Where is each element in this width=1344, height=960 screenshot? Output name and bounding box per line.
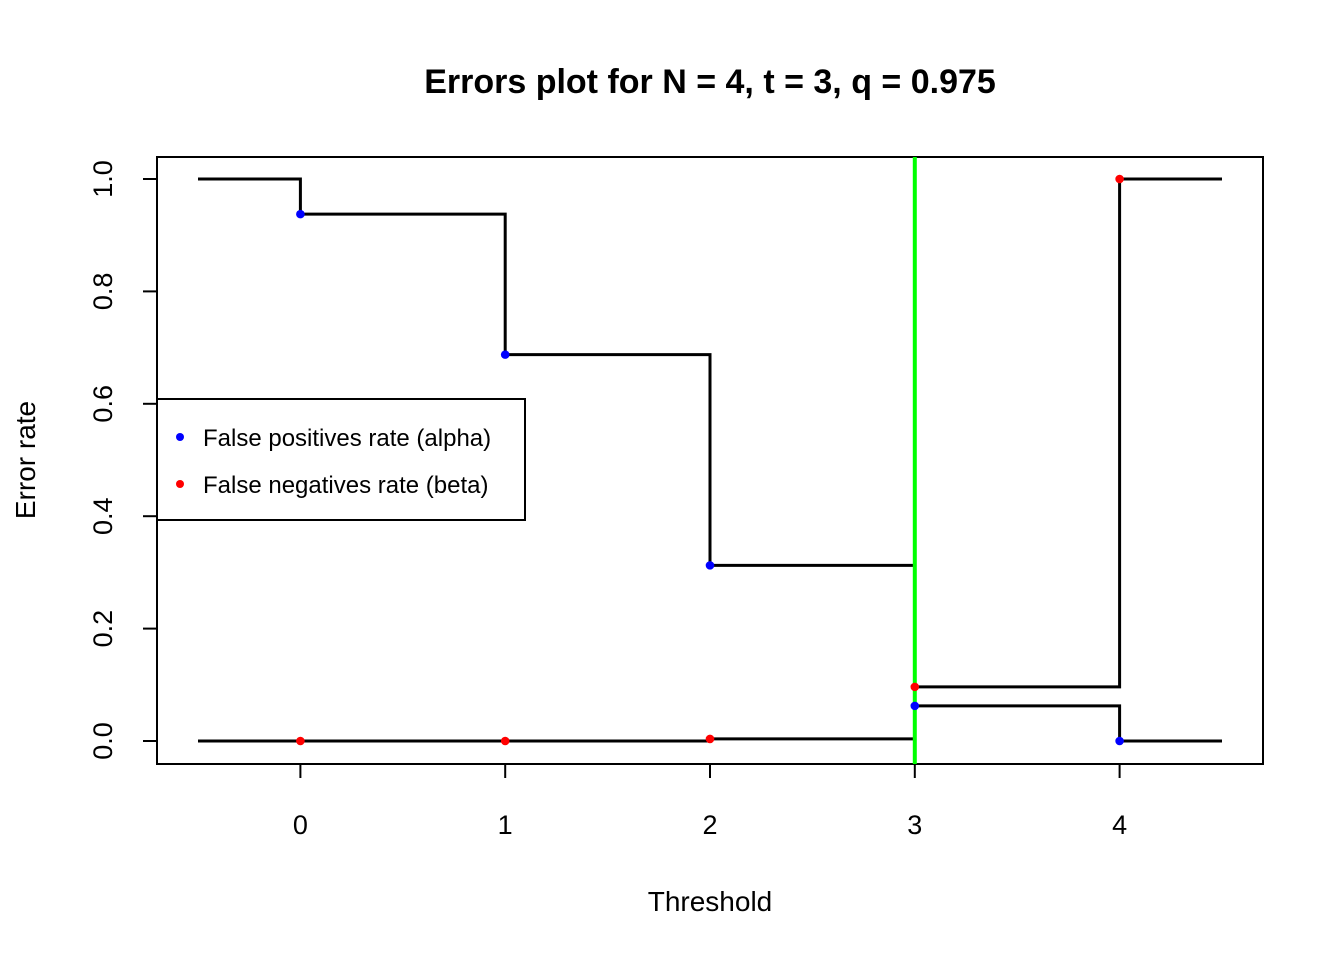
false-positives-point [705,561,715,570]
chart-title: Errors plot for N = 4, t = 3, q = 0.975 [424,63,996,101]
false-negatives-point [1115,174,1124,184]
false-positives-point [910,701,920,711]
legend-label-false-negatives: False negatives rate (beta) [203,472,488,499]
false-positives-point [500,350,510,359]
y-axis-tick-label: 0.0 [88,722,118,760]
false-negatives-point [705,734,715,744]
series-lines [198,177,1222,743]
x-axis: 0 1 2 3 4 [293,763,1127,840]
false-negatives-point [500,736,510,746]
false-positives-point [296,209,305,219]
x-axis-tick-label: 2 [702,810,717,840]
x-axis-tick-label: 1 [498,810,513,840]
y-axis-tick-label: 0.4 [88,497,118,535]
false-positives-step-line [198,177,1222,743]
legend: False positives rate (alpha) False negat… [156,398,526,521]
false-negatives-step-line [198,177,1222,743]
y-axis-title: Error rate [10,401,41,519]
false-positives-point [1115,736,1124,746]
legend-box [156,398,526,521]
legend-swatch-false-negatives [176,480,184,488]
y-axis-tick-label: 0.2 [88,610,118,648]
x-axis-title: Threshold [648,886,773,917]
x-axis-tick-label: 4 [1112,810,1127,840]
y-axis-tick-label: 0.8 [88,273,118,311]
series-points [296,174,1124,746]
y-axis-tick-label: 0.6 [88,385,118,423]
false-negatives-point [296,736,305,746]
y-axis: 0.0 0.2 0.4 0.6 0.8 1.0 [88,160,158,760]
x-axis-tick-label: 3 [907,810,922,840]
false-negatives-point [910,682,920,692]
legend-swatch-false-positives [176,433,184,441]
legend-label-false-positives: False positives rate (alpha) [203,425,491,452]
y-axis-tick-label: 1.0 [88,160,118,198]
x-axis-tick-label: 0 [293,810,308,840]
